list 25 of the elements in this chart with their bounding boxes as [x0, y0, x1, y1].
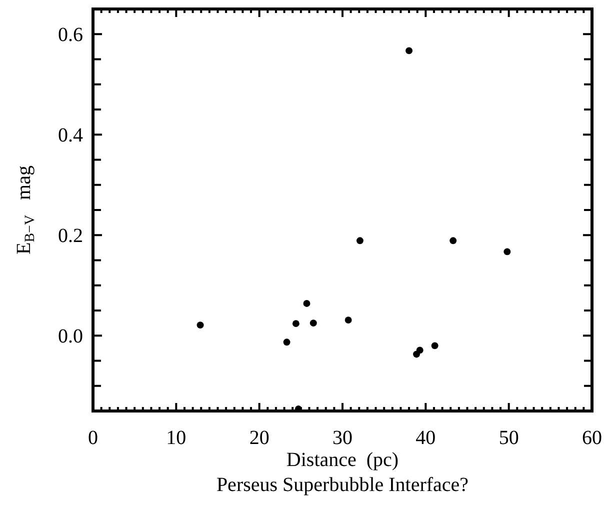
x-tick-label: 50 [498, 427, 519, 449]
point [310, 320, 317, 327]
point [292, 320, 300, 328]
text: Perseus Superbubble Interface? [216, 474, 469, 496]
point [450, 237, 457, 244]
point [303, 300, 310, 307]
x-tick-label: 40 [416, 427, 436, 449]
point [344, 316, 352, 324]
point [356, 237, 364, 244]
point [431, 342, 438, 350]
x-tick-label: 30 [332, 427, 352, 449]
y-tick-label: 0.4 [58, 124, 83, 147]
x-tick-label: 60 [582, 427, 602, 449]
y-tick-label: 0.6 [58, 24, 83, 46]
x-tick-label: 0 [88, 427, 98, 449]
point [504, 248, 511, 256]
y-tick-label: 0.0 [58, 326, 83, 348]
x-axis-title: Distance (pc) [286, 449, 399, 471]
x-tick-label: 20 [249, 427, 270, 449]
y-tick-label: 0.2 [58, 225, 83, 248]
x-tick-label: 10 [166, 427, 186, 449]
point [196, 322, 204, 329]
point [406, 47, 413, 54]
point [416, 346, 424, 354]
point [283, 338, 290, 346]
